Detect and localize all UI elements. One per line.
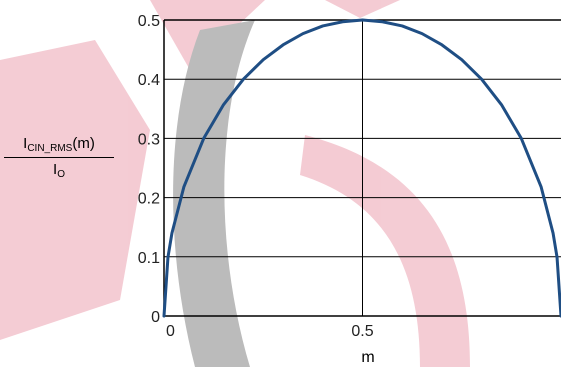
x-tick-label: 0 xyxy=(166,323,175,340)
data-series xyxy=(162,18,561,318)
y-axis-label-denominator: IO xyxy=(53,161,65,180)
tick-labels: 0 0.1 0.2 0.3 0.4 0.5 0 0.5 xyxy=(138,13,374,340)
watermark-red-left xyxy=(0,40,150,340)
watermark xyxy=(0,0,470,367)
x-tick-label: 0.5 xyxy=(351,323,373,340)
watermark-red-arc xyxy=(300,135,470,367)
watermark-red-top xyxy=(325,0,400,18)
watermark-gray-arc xyxy=(173,20,255,367)
y-axis-label-numerator: ICIN_RMS(m) xyxy=(4,136,114,158)
series-line xyxy=(162,18,561,318)
y-tick-label: 0.3 xyxy=(138,131,160,148)
y-tick-label: 0.4 xyxy=(138,72,160,89)
x-axis-label: m xyxy=(361,349,374,366)
y-tick-label: 0.2 xyxy=(138,191,160,208)
y-tick-label: 0.1 xyxy=(138,250,160,267)
y-tick-label: 0 xyxy=(151,309,160,326)
y-axis-label: ICIN_RMS(m) IO xyxy=(4,136,114,180)
y-tick-label: 0.5 xyxy=(138,13,160,30)
